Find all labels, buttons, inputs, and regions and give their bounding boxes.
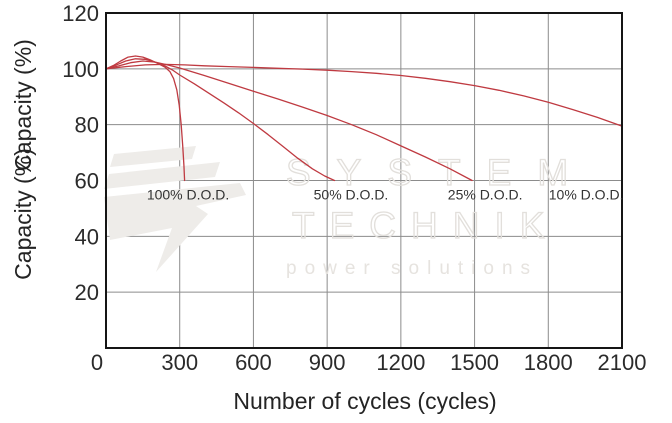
- capacity-curves: [105, 55, 623, 182]
- watermark-text-line3: power solutions: [286, 258, 538, 279]
- x-tick-label: 900: [309, 350, 346, 375]
- curve-10-d-o-d-: [105, 63, 623, 127]
- x-tick-label: 1200: [376, 350, 425, 375]
- curve-dod-labels: 100% D.O.D. 50% D.O.D. 25% D.O.D. 10% D.O.D…: [147, 186, 624, 202]
- y-tick-label: 40: [75, 224, 99, 249]
- curve-100-d-o-d-: [105, 55, 186, 182]
- dod-label: 25% D.O.D.: [448, 186, 523, 202]
- x-tick-label: 2100: [598, 350, 647, 375]
- dod-label: 100% D.O.D.: [147, 186, 229, 202]
- y-tick-label: 80: [75, 113, 99, 138]
- y-tick-label: 100: [62, 57, 99, 82]
- x-tick-label: 300: [161, 350, 198, 375]
- watermark: SYSTEM TECHNIK power solutions: [104, 146, 569, 279]
- watermark-text-line2: TECHNIK: [292, 205, 559, 246]
- y-axis-tick-labels: 20 40 60 80 100 120: [62, 1, 99, 305]
- gridlines: [106, 13, 622, 348]
- plot-border: [105, 12, 623, 349]
- x-tick-label: 1500: [450, 350, 499, 375]
- curve-50-d-o-d-: [105, 58, 336, 182]
- y-tick-label: 120: [62, 1, 99, 26]
- x-tick-label: 1800: [524, 350, 573, 375]
- y-tick-label: 20: [75, 280, 99, 305]
- watermark-flash-logo-icon: [104, 146, 246, 272]
- x-axis-tick-labels: 0 300 600 900 1200 1500 1800 2100: [91, 350, 647, 375]
- dod-label: 50% D.O.D.: [314, 186, 389, 202]
- y-axis-title-overlapping-duplicate: Capacity (%): [10, 39, 36, 171]
- dod-label: 10% D.O.D.: [549, 186, 624, 202]
- x-axis-title: Number of cycles (cycles): [233, 388, 496, 414]
- y-tick-label: 60: [75, 169, 99, 194]
- y-axis-title: Capacity (%): [10, 148, 36, 280]
- curve-25-d-o-d-: [105, 60, 473, 182]
- x-tick-label: 0: [91, 350, 103, 375]
- x-tick-label: 600: [235, 350, 272, 375]
